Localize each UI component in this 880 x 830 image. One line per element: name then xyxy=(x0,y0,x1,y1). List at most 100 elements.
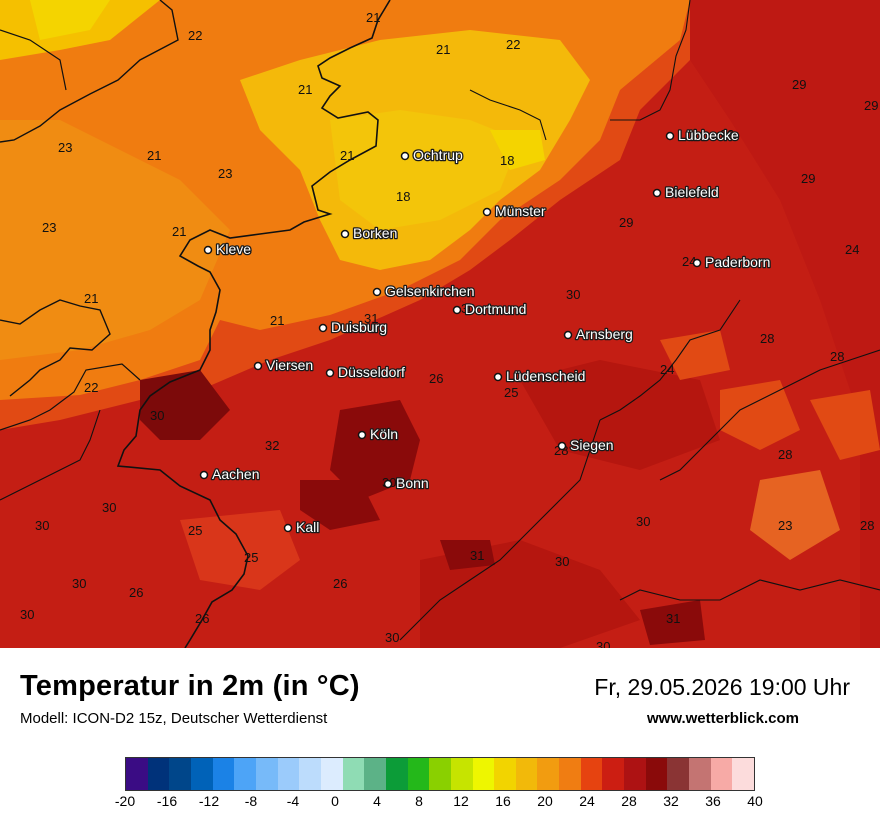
city-dot-icon xyxy=(357,430,367,440)
legend-tick-label: 8 xyxy=(415,793,423,809)
city-label: Lübbecke xyxy=(678,127,739,143)
temperature-zone xyxy=(690,0,880,648)
value-label: 30 xyxy=(636,514,650,529)
value-label: 32 xyxy=(265,438,279,453)
legend-swatch xyxy=(710,758,733,790)
city-label: Aachen xyxy=(212,466,259,482)
temperature-zone xyxy=(330,110,520,230)
city-siegen[interactable]: Siegen xyxy=(557,436,615,454)
value-label: 26 xyxy=(195,611,209,626)
city-koeln[interactable]: Köln xyxy=(357,425,399,443)
country-border xyxy=(0,409,101,501)
city-duesseldorf[interactable]: Düsseldorf xyxy=(325,363,406,381)
value-label: 21 xyxy=(270,313,284,328)
temperature-zone xyxy=(180,510,300,590)
legend-swatch xyxy=(732,758,755,790)
legend-swatch xyxy=(667,758,690,790)
value-label: 30 xyxy=(35,518,49,533)
legend-tick-label: -8 xyxy=(244,793,258,809)
legend-swatch xyxy=(689,758,711,790)
city-kleve[interactable]: Kleve xyxy=(203,240,253,258)
model-info: Modell: ICON-D2 15z, Deutscher Wetterdie… xyxy=(20,710,328,727)
city-borken[interactable]: Borken xyxy=(340,224,399,242)
value-labels: 21 22 21 22 21 29 29 23 21 21 23 18 29 1… xyxy=(20,10,878,648)
city-dot-icon xyxy=(692,258,702,268)
temperature-zone xyxy=(640,600,705,645)
legend-swatch xyxy=(212,758,235,790)
legend-swatch xyxy=(580,758,603,790)
country-border xyxy=(0,29,67,91)
city-muenster[interactable]: Münster xyxy=(482,202,547,220)
value-label: 18 xyxy=(396,189,410,204)
legend-swatch xyxy=(602,758,625,790)
city-label: Düsseldorf xyxy=(338,364,405,380)
legend-swatch xyxy=(169,758,191,790)
temperature-zone xyxy=(30,0,110,40)
city-paderborn[interactable]: Paderborn xyxy=(692,253,772,271)
city-ochtrup[interactable]: Ochtrup xyxy=(400,146,464,164)
city-arnsberg[interactable]: Arnsberg xyxy=(563,325,634,343)
color-legend xyxy=(125,757,755,791)
legend-swatch xyxy=(190,758,213,790)
legend-swatch xyxy=(559,758,581,790)
value-label: 28 xyxy=(778,447,792,462)
city-dot-icon xyxy=(340,229,350,239)
value-label: 30 xyxy=(102,500,116,515)
forecast-datetime: Fr, 29.05.2026 19:00 Uhr xyxy=(594,674,850,700)
state-border xyxy=(610,0,691,121)
value-label: 29 xyxy=(619,215,633,230)
city-bielefeld[interactable]: Bielefeld xyxy=(652,183,720,201)
legend-tick-label: 24 xyxy=(579,793,595,809)
legend-swatch xyxy=(299,758,321,790)
value-label: 23 xyxy=(778,518,792,533)
city-duisburg[interactable]: Duisburg xyxy=(318,318,388,336)
value-label: 28 xyxy=(760,331,774,346)
temperature-zone xyxy=(490,130,545,170)
legend-swatch xyxy=(624,758,646,790)
value-label: 31 xyxy=(666,611,680,626)
city-dot-icon xyxy=(203,245,213,255)
legend-swatch xyxy=(515,758,538,790)
temperature-map[interactable]: 21 22 21 22 21 29 29 23 21 21 23 18 29 1… xyxy=(0,0,880,648)
city-label: Duisburg xyxy=(331,319,387,335)
value-label: 18 xyxy=(500,153,514,168)
city-aachen[interactable]: Aachen xyxy=(199,465,261,483)
legend-swatch xyxy=(645,758,668,790)
city-dot-icon xyxy=(383,479,393,489)
website-link[interactable]: www.wetterblick.com xyxy=(647,710,799,727)
city-dot-icon xyxy=(652,188,662,198)
value-label: 24 xyxy=(660,362,674,377)
city-dortmund[interactable]: Dortmund xyxy=(452,300,528,318)
city-viersen[interactable]: Viersen xyxy=(253,356,315,374)
city-bonn[interactable]: Bonn xyxy=(383,474,430,492)
country-border xyxy=(0,299,111,397)
city-dot-icon xyxy=(482,207,492,217)
city-label: Bonn xyxy=(396,475,429,491)
map-canvas: 21 22 21 22 21 29 29 23 21 21 23 18 29 1… xyxy=(0,0,880,648)
legend-swatch xyxy=(320,758,343,790)
city-kall[interactable]: Kall xyxy=(283,518,321,536)
city-label: Gelsenkirchen xyxy=(385,283,475,299)
city-gelsenkirchen[interactable]: Gelsenkirchen xyxy=(372,282,476,300)
state-border xyxy=(399,419,601,641)
temperature-zone xyxy=(720,380,800,450)
legend-tick-label: 28 xyxy=(621,793,637,809)
legend-swatch xyxy=(494,758,516,790)
legend-ticks: -20 -16 -12 -8 -4 0 4 8 12 16 20 24 28 32 36 40 xyxy=(115,793,763,813)
city-luebbecke[interactable]: Lübbecke xyxy=(665,126,740,144)
city-luedenscheid[interactable]: Lüdenscheid xyxy=(493,367,587,385)
legend-swatch xyxy=(450,758,473,790)
legend-tick-label: -12 xyxy=(198,793,220,809)
legend-swatch xyxy=(234,758,256,790)
city-label: Dortmund xyxy=(465,301,526,317)
value-label: 31 xyxy=(364,311,378,326)
city-label: Münster xyxy=(495,203,546,219)
state-border xyxy=(599,299,741,421)
city-dot-icon xyxy=(199,470,209,480)
legend-swatch xyxy=(472,758,495,790)
legend-swatch xyxy=(147,758,170,790)
value-label: 26 xyxy=(429,371,443,386)
value-label: 25 xyxy=(504,385,518,400)
city-dot-icon xyxy=(253,361,263,371)
value-label: 22 xyxy=(188,28,202,43)
